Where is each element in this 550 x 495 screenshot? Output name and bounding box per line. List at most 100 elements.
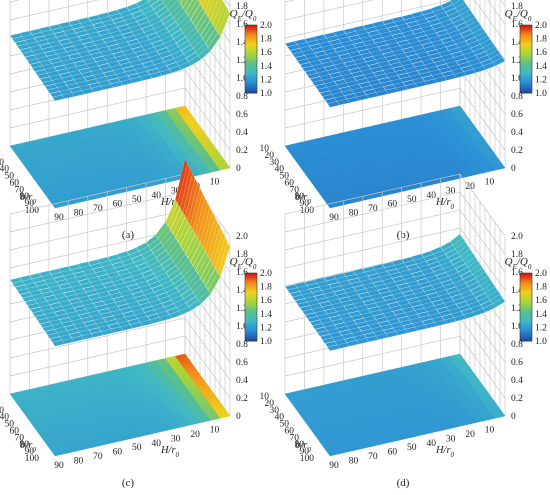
b-tick-label: 70 bbox=[290, 185, 300, 195]
colorbar-segment bbox=[245, 28, 257, 31]
colorbar-tick-label: 1.4 bbox=[535, 62, 547, 72]
colorbar-segment bbox=[245, 38, 257, 41]
colorbar-segment bbox=[520, 286, 532, 289]
b-tick-label: 30 bbox=[0, 406, 4, 416]
colorbar-segment bbox=[520, 69, 532, 72]
h-tick-label: 10 bbox=[485, 177, 495, 187]
b-tick-label: 40 bbox=[275, 165, 285, 175]
b-tick-label: 40 bbox=[275, 413, 285, 423]
surface-cell bbox=[146, 0, 152, 3]
panel-label: (b) bbox=[397, 229, 410, 241]
colorbar-segment bbox=[520, 307, 532, 310]
colorbar-segment bbox=[245, 82, 257, 85]
colorbar-segment bbox=[520, 35, 532, 38]
colorbar-segment bbox=[245, 72, 257, 75]
colorbar-segment bbox=[520, 40, 532, 43]
colorbar-segment bbox=[520, 91, 532, 94]
b-tick-label: 50 bbox=[5, 172, 15, 182]
surface-cell bbox=[182, 0, 193, 12]
colorbar-segment bbox=[245, 300, 257, 303]
h-axis-label: H/r0 bbox=[160, 445, 180, 459]
colorbar-title: QE/Q0 bbox=[230, 256, 257, 271]
colorbar-tick-label: 1.6 bbox=[260, 48, 272, 58]
h-tick-label: 70 bbox=[368, 452, 378, 462]
surface-cell bbox=[200, 0, 206, 9]
colorbar-segment bbox=[245, 330, 257, 333]
colorbar-segment bbox=[245, 290, 257, 293]
colorbar-tick-label: 2.0 bbox=[535, 269, 547, 279]
b-tick-label: 50 bbox=[5, 420, 15, 430]
floor-cell bbox=[217, 164, 231, 171]
colorbar-segment bbox=[245, 64, 257, 67]
colorbar-segment bbox=[520, 42, 532, 45]
z-tick-label: 0.2 bbox=[511, 146, 523, 156]
surface-cell bbox=[180, 0, 188, 9]
colorbar-segment bbox=[520, 60, 532, 63]
colorbar-segment bbox=[245, 295, 257, 298]
b-tick-label: 50 bbox=[280, 172, 290, 182]
h-tick-label: 60 bbox=[388, 200, 398, 210]
colorbar-segment bbox=[245, 281, 257, 284]
surface-cell bbox=[210, 0, 223, 25]
colorbar-segment bbox=[245, 50, 257, 53]
b-tick-label: 100 bbox=[300, 454, 315, 464]
colorbar-segment bbox=[245, 312, 257, 315]
surface-cell bbox=[148, 0, 160, 6]
colorbar-segment bbox=[245, 76, 257, 79]
b-tick-label: 90 bbox=[300, 447, 310, 457]
colorbar-segment bbox=[245, 286, 257, 289]
colorbar-segment bbox=[245, 35, 257, 38]
colorbar-segment bbox=[520, 82, 532, 85]
colorbar-segment bbox=[245, 284, 257, 288]
colorbar-segment bbox=[245, 45, 257, 48]
colorbar-segment bbox=[245, 26, 257, 29]
colorbar-segment bbox=[245, 334, 257, 337]
colorbar-frame bbox=[519, 24, 533, 94]
colorbar-segment bbox=[520, 48, 532, 51]
colorbar-segment bbox=[245, 324, 257, 327]
z-tick-label: 1.0 bbox=[511, 322, 523, 332]
surface-cell bbox=[207, 0, 219, 21]
z-tick-label: 1.6 bbox=[511, 268, 523, 278]
colorbar-segment bbox=[520, 59, 532, 62]
h-tick-label: 10 bbox=[210, 177, 220, 187]
b-tick-label: 40 bbox=[0, 413, 9, 423]
colorbar-segment bbox=[520, 62, 532, 65]
colorbar-segment bbox=[245, 305, 257, 308]
h-tick-label: 90 bbox=[54, 213, 64, 223]
panel-label: (d) bbox=[397, 477, 410, 489]
colorbar-frame bbox=[244, 24, 258, 94]
colorbar-segment bbox=[520, 31, 532, 34]
colorbar-segment bbox=[520, 84, 532, 87]
colorbar-segment bbox=[245, 273, 257, 276]
b-tick-label: 30 bbox=[270, 406, 280, 416]
colorbar-tick-label: 1.2 bbox=[260, 323, 272, 333]
colorbar-segment bbox=[520, 298, 532, 301]
h-tick-label: 50 bbox=[132, 195, 142, 205]
h-tick-label: 40 bbox=[151, 439, 161, 449]
colorbar-segment bbox=[245, 55, 257, 58]
colorbar-segment bbox=[520, 70, 532, 74]
surface-cell bbox=[197, 0, 202, 4]
z-tick-label: 1.0 bbox=[236, 74, 248, 84]
panel-a: 00.20.40.60.81.01.21.41.61.82.0102030405… bbox=[0, 0, 272, 241]
b-tick-label: 80 bbox=[20, 440, 30, 450]
surface-cell bbox=[165, 0, 179, 11]
colorbar-segment bbox=[245, 30, 257, 33]
colorbar-segment bbox=[520, 281, 532, 284]
z-tick-label: 0.8 bbox=[511, 92, 523, 102]
h-tick-label: 30 bbox=[446, 186, 456, 196]
b-tick-label: 80 bbox=[295, 192, 305, 202]
h-tick-label: 90 bbox=[54, 461, 64, 471]
h-tick-label: 40 bbox=[426, 191, 436, 201]
colorbar-segment bbox=[245, 325, 257, 328]
colorbar-segment bbox=[245, 288, 257, 291]
z-tick-label: 1.4 bbox=[511, 38, 523, 48]
colorbar-segment bbox=[520, 25, 532, 28]
colorbar-segment bbox=[520, 310, 532, 313]
h-tick-label: 90 bbox=[329, 461, 339, 471]
colorbar-segment bbox=[520, 47, 532, 50]
colorbar-segment bbox=[520, 330, 532, 333]
colorbar-segment bbox=[520, 283, 532, 286]
